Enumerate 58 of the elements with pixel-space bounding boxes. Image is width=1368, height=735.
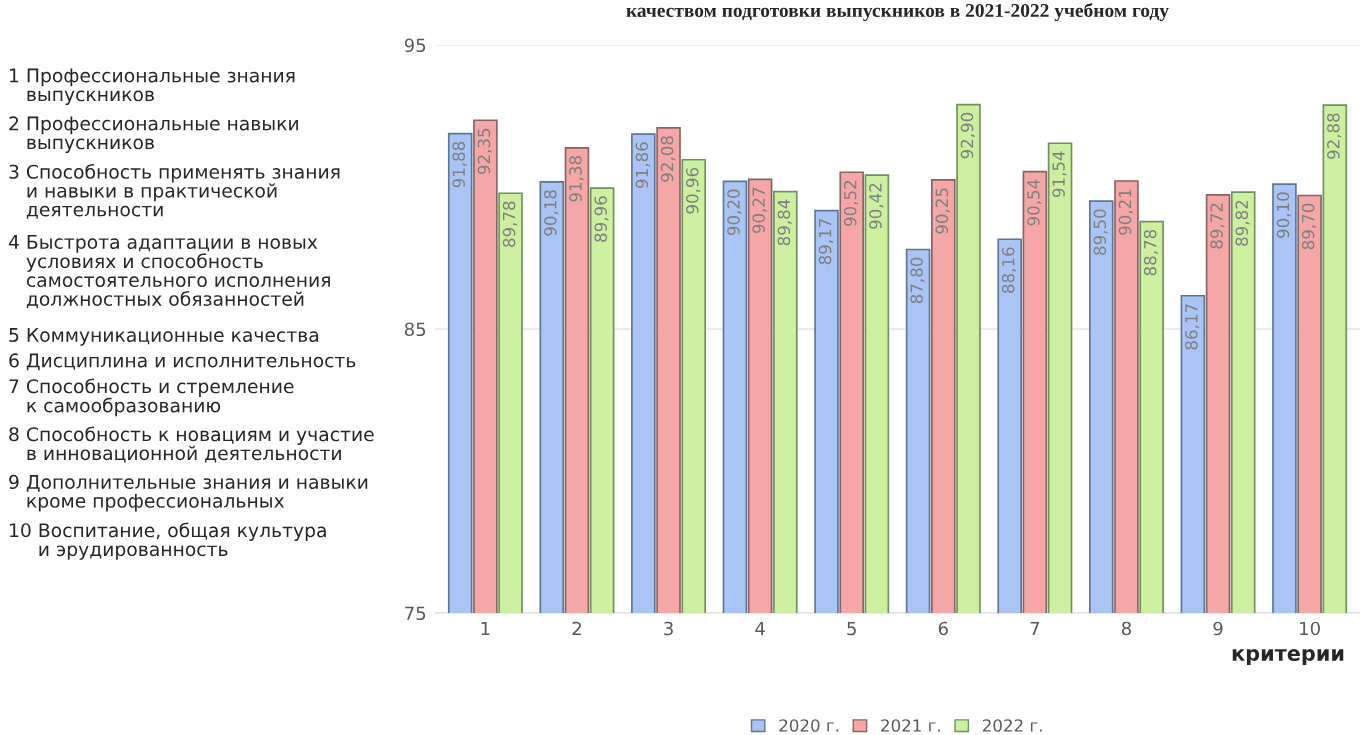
data-label: 90,27 (752, 187, 767, 234)
data-label: 89,96 (594, 196, 609, 242)
data-label: 89,78 (502, 201, 518, 247)
chart-title: качеством подготовки выпускников в 2021-2022 учебном году (626, 2, 1169, 22)
data-label: 92,88 (1327, 113, 1342, 159)
text: 7 Способность и стремление к самообразованию (9, 378, 294, 417)
text: 2 Профессиональные навыки выпускников (9, 116, 298, 154)
y-tick-label: 75 (405, 606, 426, 621)
text: 8 Способность к новациям и участие в инновационной деятельности (9, 426, 374, 463)
data-label: 90,18 (544, 190, 559, 236)
x-tick-label: 7 (1030, 621, 1040, 636)
text: 1 Профессиональные знания выпускников (10, 68, 295, 106)
text: 4 Быстрота адаптации в новых условиях и способность самостоятельного исполнения должностных обязанностей (8, 235, 330, 309)
data-label: 92,08 (660, 136, 676, 182)
x-axis-title: критерии (1232, 649, 1344, 666)
data-label: 86,17 (1185, 304, 1200, 350)
data-label: 91,54 (1052, 151, 1067, 198)
x-tick-label: 10 (1300, 621, 1320, 636)
text: 10 Воспитание, общая культура и эрудированность (10, 522, 326, 560)
data-label: 89,82 (1235, 200, 1250, 246)
data-label: 88,78 (1143, 229, 1159, 276)
x-tick-label: 1 (481, 621, 490, 636)
data-label: 89,17 (818, 219, 834, 265)
data-label: 90,42 (869, 183, 884, 229)
legend-label: 2020 г. (779, 719, 839, 732)
data-label: 91,86 (635, 142, 650, 188)
x-tick-label: 8 (1121, 621, 1131, 636)
x-tick-label: 5 (847, 621, 856, 636)
legend-label: 2022 г. (982, 719, 1042, 732)
x-tick-label: 4 (755, 621, 765, 636)
legend-label: 2021 г. (881, 719, 940, 732)
text: 6 Дисциплина и исполнительность (9, 353, 356, 371)
x-tick-label: 2 (572, 621, 581, 636)
data-label: 89,72 (1210, 203, 1225, 249)
x-tick-label: 3 (664, 621, 673, 636)
data-label: 90,96 (685, 167, 701, 214)
data-label: 89,84 (777, 199, 792, 246)
data-label: 90,20 (727, 189, 742, 236)
text: 5 Коммуникационные качества (9, 328, 319, 346)
data-label: 90,25 (935, 188, 950, 234)
x-tick-label: 9 (1213, 621, 1223, 636)
data-label: 91,88 (452, 141, 467, 188)
data-label: 91,38 (569, 156, 584, 202)
data-label: 89,70 (1301, 203, 1317, 250)
text: 3 Способность применять знания и навыки в практической деятельности (9, 164, 340, 219)
data-label: 88,16 (1001, 247, 1017, 293)
data-label: 92,90 (960, 112, 976, 159)
y-tick-label: 85 (404, 322, 426, 337)
data-label: 90,52 (843, 181, 859, 226)
data-label: 90,21 (1118, 189, 1133, 235)
text: 9 Дополнительные знания и навыки кроме профессиональных (9, 474, 368, 512)
data-label: 90,54 (1027, 179, 1042, 226)
data-label: 92,35 (477, 128, 492, 175)
x-tick-label: 6 (938, 621, 948, 636)
data-label: 90,10 (1276, 192, 1291, 238)
data-label: 89,50 (1093, 209, 1108, 255)
data-label: 87,80 (910, 257, 925, 304)
y-tick-label: 95 (404, 38, 426, 53)
